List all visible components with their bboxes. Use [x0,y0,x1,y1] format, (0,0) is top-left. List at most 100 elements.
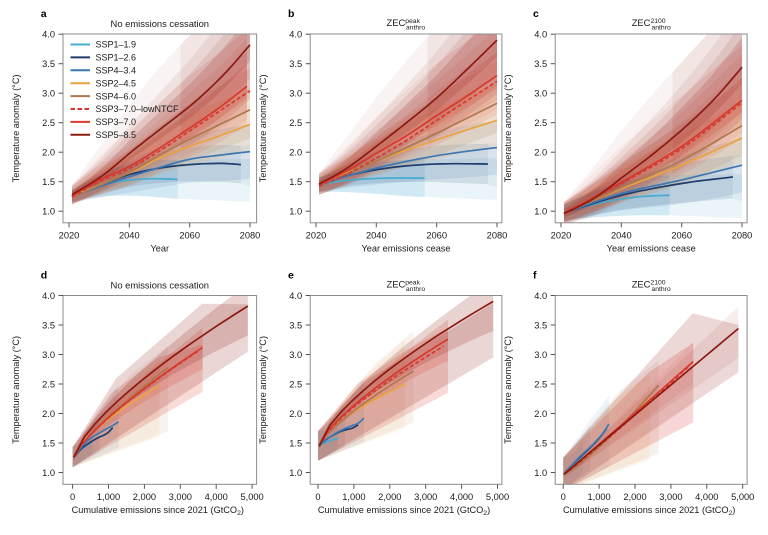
svg-text:2020: 2020 [551,231,572,241]
svg-text:4.0: 4.0 [534,30,547,40]
svg-text:1.0: 1.0 [534,468,547,478]
svg-text:SSP3–7.0–lowNTCF: SSP3–7.0–lowNTCF [96,104,180,114]
svg-text:2060: 2060 [426,231,447,241]
svg-text:2.5: 2.5 [42,379,55,389]
svg-text:0: 0 [561,492,566,502]
svg-text:2.5: 2.5 [42,118,55,128]
svg-text:2.0: 2.0 [534,409,547,419]
svg-text:d: d [41,270,47,282]
svg-text:2.0: 2.0 [42,148,55,158]
svg-text:2040: 2040 [611,231,632,241]
svg-text:2020: 2020 [306,231,327,241]
svg-text:SSP1–1.9: SSP1–1.9 [96,40,137,50]
svg-text:3.0: 3.0 [289,350,302,360]
svg-text:No emissions cessation: No emissions cessation [111,18,209,29]
svg-text:3,000: 3,000 [659,492,682,502]
svg-text:Temperature anomaly (°C): Temperature anomaly (°C) [258,336,268,444]
svg-text:3.5: 3.5 [534,320,547,330]
svg-text:2.5: 2.5 [289,379,302,389]
svg-text:Cumulative emissions since 202: Cumulative emissions since 2021 (GtCO2) [72,505,244,517]
svg-text:2080: 2080 [240,231,261,241]
svg-text:1.5: 1.5 [42,177,55,187]
svg-text:3.5: 3.5 [42,320,55,330]
svg-text:3.5: 3.5 [289,59,302,69]
svg-text:Year emissions cease: Year emissions cease [361,244,450,254]
svg-text:3.5: 3.5 [534,59,547,69]
svg-text:3.0: 3.0 [289,89,302,99]
svg-text:3,000: 3,000 [169,492,192,502]
svg-text:b: b [288,8,294,20]
svg-text:Temperature anomaly (°C): Temperature anomaly (°C) [258,74,268,182]
svg-text:Cumulative emissions since 202: Cumulative emissions since 2021 (GtCO2) [563,505,735,517]
svg-text:2.5: 2.5 [534,118,547,128]
svg-text:2,000: 2,000 [378,492,401,502]
svg-text:2.0: 2.0 [42,409,55,419]
svg-text:2080: 2080 [732,231,753,241]
svg-text:1.0: 1.0 [289,468,302,478]
svg-text:0: 0 [70,492,75,502]
svg-text:2.5: 2.5 [289,118,302,128]
svg-text:4,000: 4,000 [205,492,228,502]
svg-text:1.5: 1.5 [289,438,302,448]
svg-text:3,000: 3,000 [414,492,437,502]
svg-text:4,000: 4,000 [695,492,718,502]
svg-text:e: e [288,270,294,282]
svg-text:Temperature anomaly (°C): Temperature anomaly (°C) [11,74,21,182]
svg-text:SSP5–8.5: SSP5–8.5 [96,130,137,140]
svg-text:4.0: 4.0 [289,291,302,301]
svg-text:4.0: 4.0 [534,291,547,301]
svg-text:5,000: 5,000 [240,492,263,502]
svg-text:3.0: 3.0 [534,89,547,99]
svg-text:2060: 2060 [671,231,692,241]
svg-text:Temperature anomaly (°C): Temperature anomaly (°C) [503,74,513,182]
svg-text:SSP1–2.6: SSP1–2.6 [96,53,137,63]
svg-text:3.0: 3.0 [42,89,55,99]
svg-text:2.0: 2.0 [289,148,302,158]
svg-text:1,000: 1,000 [587,492,610,502]
svg-text:1.0: 1.0 [534,207,547,217]
svg-text:Year: Year [151,244,170,254]
svg-text:SSP4–3.4: SSP4–3.4 [96,66,137,76]
svg-text:4.0: 4.0 [42,291,55,301]
svg-text:2.0: 2.0 [289,409,302,419]
svg-text:f: f [533,270,537,282]
svg-text:0: 0 [315,492,320,502]
svg-text:1.0: 1.0 [42,468,55,478]
svg-text:4.0: 4.0 [42,30,55,40]
svg-text:2020: 2020 [59,231,80,241]
svg-text:a: a [41,8,47,20]
svg-text:c: c [533,8,539,20]
svg-text:1,000: 1,000 [342,492,365,502]
svg-text:2080: 2080 [487,231,508,241]
svg-text:1.5: 1.5 [534,177,547,187]
svg-text:1.0: 1.0 [42,207,55,217]
svg-text:3.5: 3.5 [42,59,55,69]
svg-text:Temperature anomaly (°C): Temperature anomaly (°C) [503,336,513,444]
svg-text:SSP3–7.0: SSP3–7.0 [96,117,137,127]
svg-text:Cumulative emissions since 202: Cumulative emissions since 2021 (GtCO2) [318,505,490,517]
svg-text:3.0: 3.0 [42,350,55,360]
svg-text:1,000: 1,000 [97,492,120,502]
svg-text:SSP2–4.5: SSP2–4.5 [96,78,137,88]
svg-text:Temperature anomaly (°C): Temperature anomaly (°C) [11,336,21,444]
svg-text:2,000: 2,000 [623,492,646,502]
svg-text:No emissions cessation: No emissions cessation [111,279,209,290]
svg-text:Year emissions cease: Year emissions cease [607,244,696,254]
svg-text:4,000: 4,000 [450,492,473,502]
svg-text:2040: 2040 [366,231,387,241]
svg-text:3.5: 3.5 [289,320,302,330]
svg-text:1.0: 1.0 [289,207,302,217]
svg-text:1.5: 1.5 [42,438,55,448]
svg-text:1.5: 1.5 [289,177,302,187]
svg-text:5,000: 5,000 [731,492,754,502]
svg-text:2040: 2040 [119,231,140,241]
svg-text:2.0: 2.0 [534,148,547,158]
svg-text:3.0: 3.0 [534,350,547,360]
svg-text:5,000: 5,000 [486,492,509,502]
svg-text:2060: 2060 [179,231,200,241]
svg-text:4.0: 4.0 [289,30,302,40]
